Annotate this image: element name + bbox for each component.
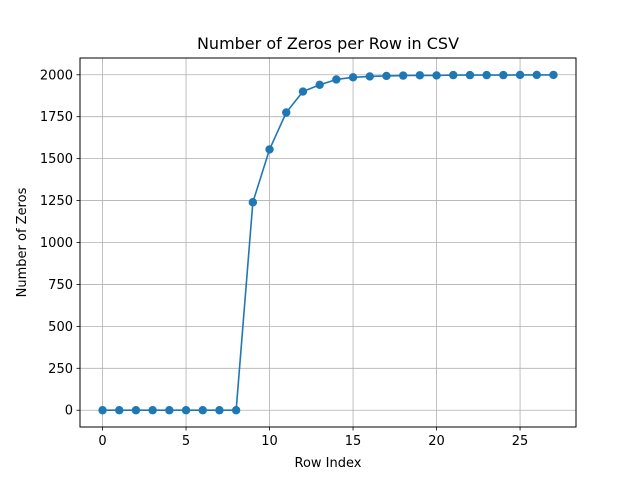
data-point-marker <box>348 73 358 82</box>
y-tick-label: 0 <box>65 404 73 419</box>
data-point-marker <box>298 87 308 96</box>
series-group <box>98 70 558 415</box>
y-tick-label: 2000 <box>40 68 73 83</box>
data-point-marker <box>198 406 207 415</box>
data-point-marker <box>549 70 558 80</box>
data-point-marker <box>382 71 391 81</box>
data-point-marker <box>181 406 191 415</box>
y-tick-label: 1000 <box>40 236 73 251</box>
y-tick-label: 1750 <box>40 110 73 125</box>
grid-lines <box>80 58 576 427</box>
y-tick-label: 1250 <box>40 194 73 209</box>
data-point-marker <box>98 406 107 415</box>
data-point-marker <box>482 70 491 80</box>
x-axis-label: Row Index <box>295 456 362 471</box>
y-tick-label: 1500 <box>40 152 73 167</box>
x-tick-label: 0 <box>98 434 106 449</box>
data-point-marker <box>131 406 141 415</box>
data-point-marker <box>248 198 258 207</box>
data-point-marker <box>231 406 241 415</box>
data-point-marker <box>465 70 475 80</box>
y-axis-ticks: 0 250 500 750 1000 1250 1500 1750 2000 <box>40 68 80 419</box>
data-point-marker <box>315 80 324 90</box>
data-point-marker <box>282 108 291 117</box>
data-point-marker <box>265 145 274 154</box>
x-tick-label: 15 <box>345 434 362 449</box>
chart-title: Number of Zeros per Row in CSV <box>197 34 459 53</box>
data-point-marker <box>499 70 508 80</box>
data-point-marker <box>532 70 541 80</box>
data-point-marker <box>332 75 341 84</box>
data-point-marker <box>449 70 458 80</box>
series-line <box>102 74 554 412</box>
data-point-marker <box>165 406 174 415</box>
x-tick-label: 5 <box>182 434 190 449</box>
y-tick-label: 750 <box>48 278 73 293</box>
data-point-marker <box>215 406 224 415</box>
x-axis-ticks: 0 5 10 15 20 25 <box>98 427 528 449</box>
y-axis-label: Number of Zeros <box>15 187 30 297</box>
data-point-marker <box>398 71 408 80</box>
x-tick-label: 10 <box>261 434 278 449</box>
y-tick-label: 500 <box>48 320 73 335</box>
data-point-marker <box>515 70 525 80</box>
x-tick-label: 25 <box>512 434 529 449</box>
data-point-marker <box>148 406 157 415</box>
y-tick-label: 250 <box>48 362 73 377</box>
x-tick-label: 20 <box>428 434 445 449</box>
data-point-marker <box>432 71 441 80</box>
data-point-marker <box>415 71 425 80</box>
data-point-marker <box>115 406 124 415</box>
data-point-marker <box>365 72 374 81</box>
